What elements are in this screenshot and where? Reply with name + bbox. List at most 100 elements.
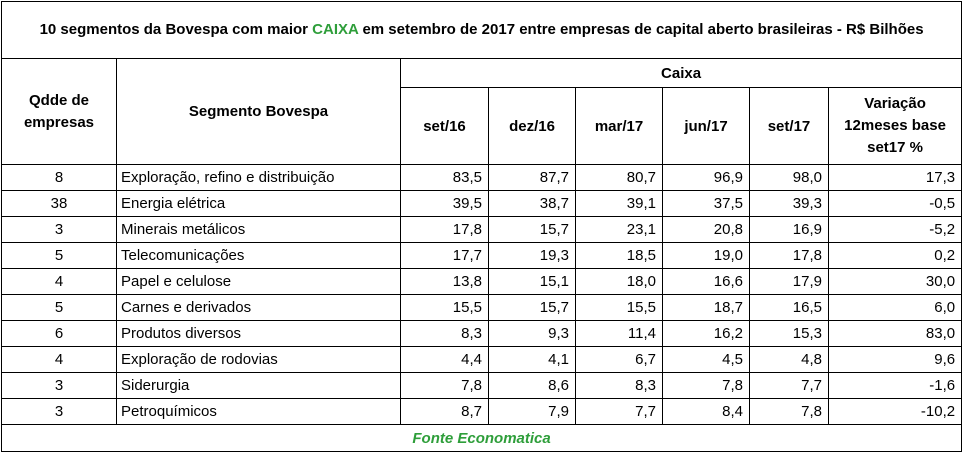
header-segment: Segmento Bovespa bbox=[116, 58, 401, 165]
cell-value: 8,4 bbox=[662, 398, 750, 425]
cell-segment: Carnes e derivados bbox=[116, 294, 401, 321]
cell-value: 7,8 bbox=[400, 372, 489, 399]
cell-segment: Petroquímicos bbox=[116, 398, 401, 425]
table-row: 3 Siderurgia 7,8 8,6 8,3 7,8 7,7 -1,6 bbox=[1, 372, 963, 399]
cell-variation: 0,2 bbox=[827, 242, 963, 269]
cell-value: 15,1 bbox=[488, 268, 576, 295]
cell-variation: 30,0 bbox=[827, 268, 963, 295]
cell-value: 16,6 bbox=[662, 268, 750, 295]
cell-qty: 8 bbox=[1, 164, 117, 191]
cell-value: 18,5 bbox=[575, 242, 663, 269]
cell-value: 16,5 bbox=[749, 294, 829, 321]
header-period: set/16 bbox=[400, 87, 489, 165]
header-variation: Variação 12meses base set17 % bbox=[827, 87, 963, 165]
cell-value: 18,0 bbox=[575, 268, 663, 295]
cell-value: 4,8 bbox=[749, 346, 829, 373]
cell-variation: -10,2 bbox=[827, 398, 963, 425]
cell-value: 7,7 bbox=[575, 398, 663, 425]
bovespa-cash-table: 10 segmentos da Bovespa com maior CAIXA … bbox=[0, 1, 963, 452]
header-variation-line1: Variação bbox=[864, 95, 926, 112]
header-variation-line3: set17 % bbox=[867, 139, 923, 156]
cell-value: 7,7 bbox=[749, 372, 829, 399]
cell-segment: Siderurgia bbox=[116, 372, 401, 399]
header-variation-line2: 12meses base bbox=[844, 117, 946, 134]
title-suffix: em setembro de 2017 entre empresas de ca… bbox=[358, 21, 924, 38]
header-period: dez/16 bbox=[488, 87, 576, 165]
cell-value: 8,7 bbox=[400, 398, 489, 425]
cell-variation: -5,2 bbox=[827, 216, 963, 243]
cell-value: 8,3 bbox=[400, 320, 489, 347]
cell-value: 7,9 bbox=[488, 398, 576, 425]
cell-qty: 5 bbox=[1, 242, 117, 269]
cell-value: 23,1 bbox=[575, 216, 663, 243]
table-row: 3 Minerais metálicos 17,8 15,7 23,1 20,8 16,9-… bbox=[1, 216, 963, 243]
cell-qty: 3 bbox=[1, 216, 117, 243]
cell-value: 96,9 bbox=[662, 164, 750, 191]
header-caixa-group: Caixa bbox=[399, 58, 963, 88]
cell-value: 15,5 bbox=[575, 294, 663, 321]
cell-value: 7,8 bbox=[662, 372, 750, 399]
table-row: 6 Produtos diversos 8,3 9,3 11,4 16,2 15,3 83,0 bbox=[1, 320, 963, 347]
cell-value: 8,6 bbox=[488, 372, 576, 399]
cell-value: 17,9 bbox=[749, 268, 829, 295]
cell-variation: 83,0 bbox=[827, 320, 963, 347]
table-row: 3 Petroquímicos 8,7 7,9 7,7 8,4 7,8 -10,2 bbox=[1, 398, 963, 425]
cell-segment: Papel e celulose bbox=[116, 268, 401, 295]
cell-variation: 17,3 bbox=[827, 164, 963, 191]
cell-value: 15,7 bbox=[488, 294, 576, 321]
cell-value: 4,5 bbox=[662, 346, 750, 373]
cell-value: 83,5 bbox=[400, 164, 489, 191]
cell-value: 38,7 bbox=[488, 190, 576, 217]
cell-value: 4,1 bbox=[488, 346, 576, 373]
cell-value: 19,3 bbox=[488, 242, 576, 269]
table-row: 8 Exploração, refino e distribuição 83,5 87… bbox=[1, 164, 963, 191]
cell-qty: 5 bbox=[1, 294, 117, 321]
cell-value: 39,3 bbox=[749, 190, 829, 217]
source-note: Fonte Economatica bbox=[0, 424, 963, 452]
cell-value: 17,8 bbox=[400, 216, 489, 243]
cell-value: 80,7 bbox=[575, 164, 663, 191]
cell-value: 37,5 bbox=[662, 190, 750, 217]
cell-segment: Produtos diversos bbox=[116, 320, 401, 347]
cell-segment: Exploração de rodovias bbox=[116, 346, 401, 373]
cell-value: 17,7 bbox=[400, 242, 489, 269]
cell-value: 16,9 bbox=[749, 216, 829, 243]
cell-segment: Exploração, refino e distribuição bbox=[116, 164, 401, 191]
cell-variation: -0,5 bbox=[827, 190, 963, 217]
cell-value: 8,3 bbox=[575, 372, 663, 399]
cell-qty: 38 bbox=[1, 190, 117, 217]
cell-segment: Telecomunicações bbox=[116, 242, 401, 269]
cell-value: 9,3 bbox=[488, 320, 576, 347]
cell-variation: -1,6 bbox=[827, 372, 963, 399]
cell-variation: 6,0 bbox=[827, 294, 963, 321]
cell-value: 7,8 bbox=[749, 398, 829, 425]
cell-value: 39,5 bbox=[400, 190, 489, 217]
title-highlight-caixa: CAIXA bbox=[312, 21, 359, 38]
cell-value: 6,7 bbox=[575, 346, 663, 373]
table-row: 4 Papel e celulose 13,8 15,1 18,0 16,6 17,9 30,… bbox=[1, 268, 963, 295]
cell-value: 98,0 bbox=[749, 164, 829, 191]
cell-qty: 3 bbox=[1, 372, 117, 399]
cell-segment: Energia elétrica bbox=[116, 190, 401, 217]
cell-value: 16,2 bbox=[662, 320, 750, 347]
cell-value: 87,7 bbox=[488, 164, 576, 191]
table-title: 10 segmentos da Bovespa com maior CAIXA … bbox=[0, 1, 963, 59]
table-row: 5 Carnes e derivados 15,5 15,7 15,5 18,7 16,5 6… bbox=[1, 294, 963, 321]
header-period: mar/17 bbox=[575, 87, 663, 165]
table-row: 5 Telecomunicações 17,7 19,3 18,5 19,0 17,8 0,2 bbox=[1, 242, 963, 269]
cell-value: 15,7 bbox=[488, 216, 576, 243]
cell-value: 15,5 bbox=[400, 294, 489, 321]
table-row: 38 Energia elétrica 39,5 38,7 39,1 37,5 39,3 -0… bbox=[1, 190, 963, 217]
cell-value: 18,7 bbox=[662, 294, 750, 321]
cell-value: 39,1 bbox=[575, 190, 663, 217]
cell-qty: 6 bbox=[1, 320, 117, 347]
cell-value: 11,4 bbox=[575, 320, 663, 347]
header-qty: Qdde de empresas bbox=[1, 58, 117, 165]
cell-qty: 4 bbox=[1, 268, 117, 295]
cell-variation: 9,6 bbox=[827, 346, 963, 373]
cell-qty: 4 bbox=[1, 346, 117, 373]
cell-value: 17,8 bbox=[749, 242, 829, 269]
cell-value: 13,8 bbox=[400, 268, 489, 295]
header-period: jun/17 bbox=[662, 87, 750, 165]
cell-value: 15,3 bbox=[749, 320, 829, 347]
